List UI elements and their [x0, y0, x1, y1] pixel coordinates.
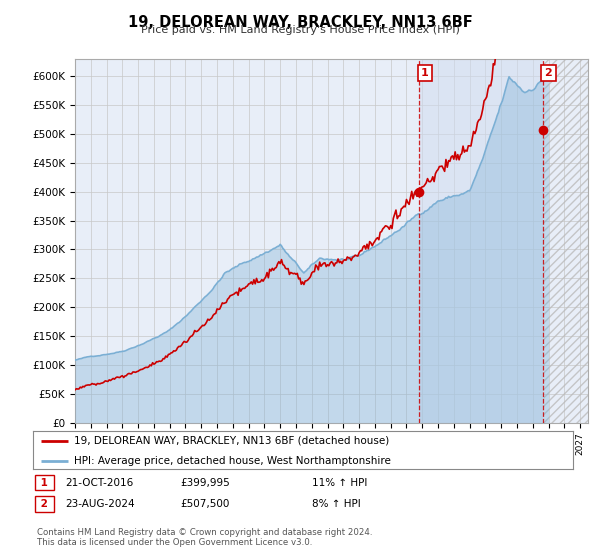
- Text: 19, DELOREAN WAY, BRACKLEY, NN13 6BF (detached house): 19, DELOREAN WAY, BRACKLEY, NN13 6BF (de…: [74, 436, 389, 446]
- Text: 2: 2: [544, 68, 552, 78]
- Text: 19, DELOREAN WAY, BRACKLEY, NN13 6BF: 19, DELOREAN WAY, BRACKLEY, NN13 6BF: [128, 15, 472, 30]
- Text: 21-OCT-2016: 21-OCT-2016: [65, 478, 133, 488]
- Text: 11% ↑ HPI: 11% ↑ HPI: [312, 478, 367, 488]
- Text: 1: 1: [37, 478, 52, 488]
- Text: £399,995: £399,995: [180, 478, 230, 488]
- Text: 23-AUG-2024: 23-AUG-2024: [65, 499, 134, 509]
- Text: 2: 2: [37, 499, 52, 509]
- Bar: [543, 59, 588, 423]
- Bar: [543, 59, 588, 423]
- Text: HPI: Average price, detached house, West Northamptonshire: HPI: Average price, detached house, West…: [74, 456, 391, 466]
- Text: £507,500: £507,500: [180, 499, 229, 509]
- Text: 8% ↑ HPI: 8% ↑ HPI: [312, 499, 361, 509]
- Bar: [419, 59, 543, 423]
- Text: Price paid vs. HM Land Registry's House Price Index (HPI): Price paid vs. HM Land Registry's House …: [140, 25, 460, 35]
- Text: Contains HM Land Registry data © Crown copyright and database right 2024.
This d: Contains HM Land Registry data © Crown c…: [37, 528, 373, 547]
- Text: 1: 1: [421, 68, 429, 78]
